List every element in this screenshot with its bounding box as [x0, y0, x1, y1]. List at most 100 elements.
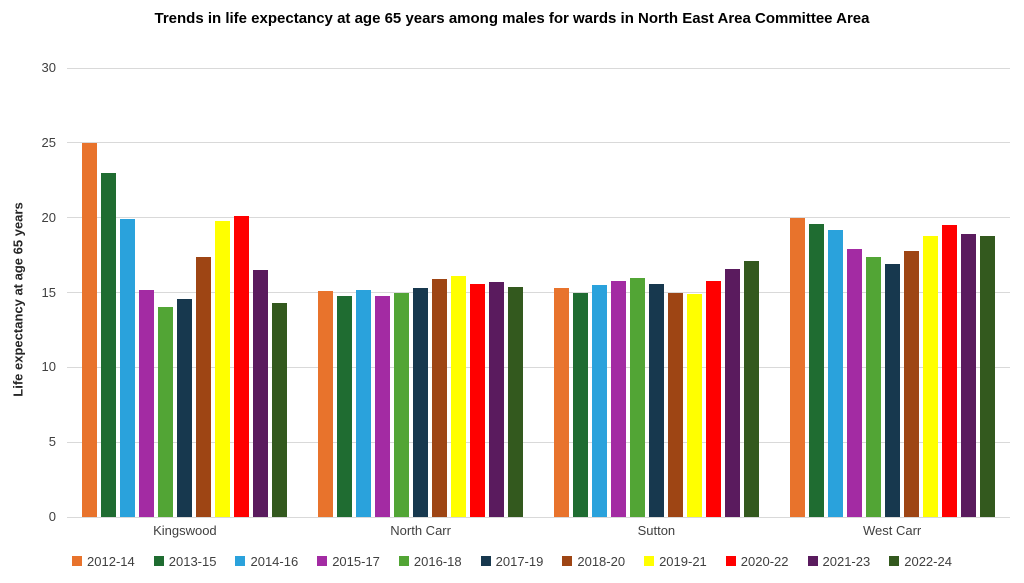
- bar: [789, 217, 805, 517]
- bar: [318, 291, 334, 517]
- bar: [470, 283, 486, 517]
- legend-label: 2021-23: [822, 553, 871, 569]
- legend-item-2022-24: 2022-24: [889, 554, 952, 569]
- legend-item-2019-21: 2019-21: [644, 554, 707, 569]
- legend-label: 2016-18: [413, 553, 462, 569]
- plot-area: [67, 67, 1010, 518]
- y-tick-label-30: 30: [41, 60, 56, 75]
- bar: [922, 235, 938, 517]
- bar: [705, 280, 721, 517]
- bar: [356, 289, 372, 517]
- bar: [572, 292, 588, 517]
- gridline-y-30: [67, 67, 1010, 69]
- legend-label: 2018-20: [577, 553, 626, 569]
- legend-label: 2015-17: [332, 553, 380, 569]
- bar: [337, 295, 353, 517]
- bar: [846, 249, 862, 517]
- legend-label: 2020-22: [740, 553, 789, 569]
- legend-label: 2019-21: [659, 553, 707, 569]
- bar: [667, 292, 683, 517]
- bar-group-north-carr: [303, 68, 539, 517]
- bar: [101, 172, 117, 517]
- bar: [591, 285, 607, 517]
- bar: [629, 277, 645, 517]
- y-tick-label-20: 20: [41, 209, 56, 225]
- bar: [648, 283, 664, 517]
- legend-swatch-icon: [725, 556, 736, 566]
- bar: [177, 298, 193, 517]
- legend-swatch-icon: [72, 556, 83, 566]
- bar: [196, 256, 212, 517]
- chart-title: Trends in life expectancy at age 65 year…: [0, 9, 1024, 29]
- bar: [610, 280, 626, 517]
- bar-group-west-carr: [774, 68, 1010, 517]
- legend-item-2021-23: 2021-23: [807, 553, 871, 569]
- category-label-sutton: Sutton: [637, 523, 676, 538]
- bar: [272, 302, 288, 517]
- legend: 2012-14 2013-15 2014-16 2015-17 2016-18 2017-…: [0, 551, 1024, 571]
- gridline-y-10: [67, 366, 1010, 368]
- bar-group-kingswood: [67, 68, 303, 517]
- bar-group-sutton: [539, 68, 775, 517]
- legend-item-2017-19: 2017-19: [480, 553, 544, 569]
- gridline-y-5: [67, 441, 1010, 443]
- bar: [413, 288, 429, 517]
- y-tick-label-25: 25: [41, 134, 56, 150]
- y-axis-title: Life expectancy at age 65 years: [10, 202, 26, 397]
- y-tick-label-5: 5: [48, 434, 56, 450]
- legend-swatch-icon: [562, 556, 573, 566]
- bar: [82, 142, 98, 517]
- bar: [451, 276, 467, 517]
- legend-item-2016-18: 2016-18: [398, 553, 462, 569]
- bar: [686, 294, 702, 517]
- bar: [903, 250, 919, 517]
- gridline-y-20: [67, 217, 1010, 219]
- bar: [253, 270, 269, 517]
- gridline-y-0: [67, 516, 1010, 518]
- y-tick-label-15: 15: [41, 284, 56, 300]
- legend-swatch-icon: [235, 556, 246, 566]
- legend-item-2014-16: 2014-16: [235, 554, 298, 569]
- category-label-west-carr: West Carr: [862, 523, 922, 538]
- chart-title-text: Trends in life expectancy at age 65 year…: [154, 10, 870, 27]
- legend-swatch-icon: [317, 556, 328, 566]
- bar: [120, 219, 136, 517]
- legend-label: 2022-24: [904, 553, 952, 569]
- bar: [979, 235, 995, 517]
- y-tick-label-10: 10: [41, 359, 56, 375]
- gridline-y-15: [67, 292, 1010, 293]
- bar: [827, 229, 843, 517]
- bar: [234, 216, 250, 517]
- legend-swatch-icon: [153, 556, 164, 566]
- bar: [884, 264, 900, 517]
- legend-swatch-icon: [889, 556, 900, 566]
- category-label-kingswood: Kingswood: [153, 523, 217, 538]
- bar: [553, 288, 569, 517]
- bar: [508, 286, 524, 517]
- legend-label: 2014-16: [250, 553, 299, 569]
- bar: [215, 220, 231, 517]
- bar: [724, 268, 740, 517]
- legend-swatch-icon: [644, 556, 655, 566]
- legend-label: 2013-15: [168, 553, 217, 569]
- legend-item-2013-15: 2013-15: [153, 553, 217, 569]
- bar: [865, 256, 881, 517]
- bar: [394, 292, 410, 517]
- bar: [139, 289, 155, 517]
- y-tick-label-0: 0: [48, 509, 56, 524]
- legend-label: 2017-19: [495, 553, 544, 569]
- bar: [808, 223, 824, 517]
- legend-item-2012-14: 2012-14: [72, 554, 135, 569]
- bar: [743, 261, 759, 517]
- legend-swatch-icon: [480, 556, 491, 566]
- bar: [489, 282, 505, 517]
- legend-label: 2012-14: [87, 553, 135, 569]
- legend-swatch-icon: [807, 556, 818, 566]
- category-label-north-carr: North Carr: [390, 523, 451, 538]
- bar: [158, 307, 174, 517]
- legend-item-2020-22: 2020-22: [725, 553, 789, 569]
- legend-item-2015-17: 2015-17: [317, 554, 380, 569]
- bar: [941, 225, 957, 517]
- bar: [960, 234, 976, 517]
